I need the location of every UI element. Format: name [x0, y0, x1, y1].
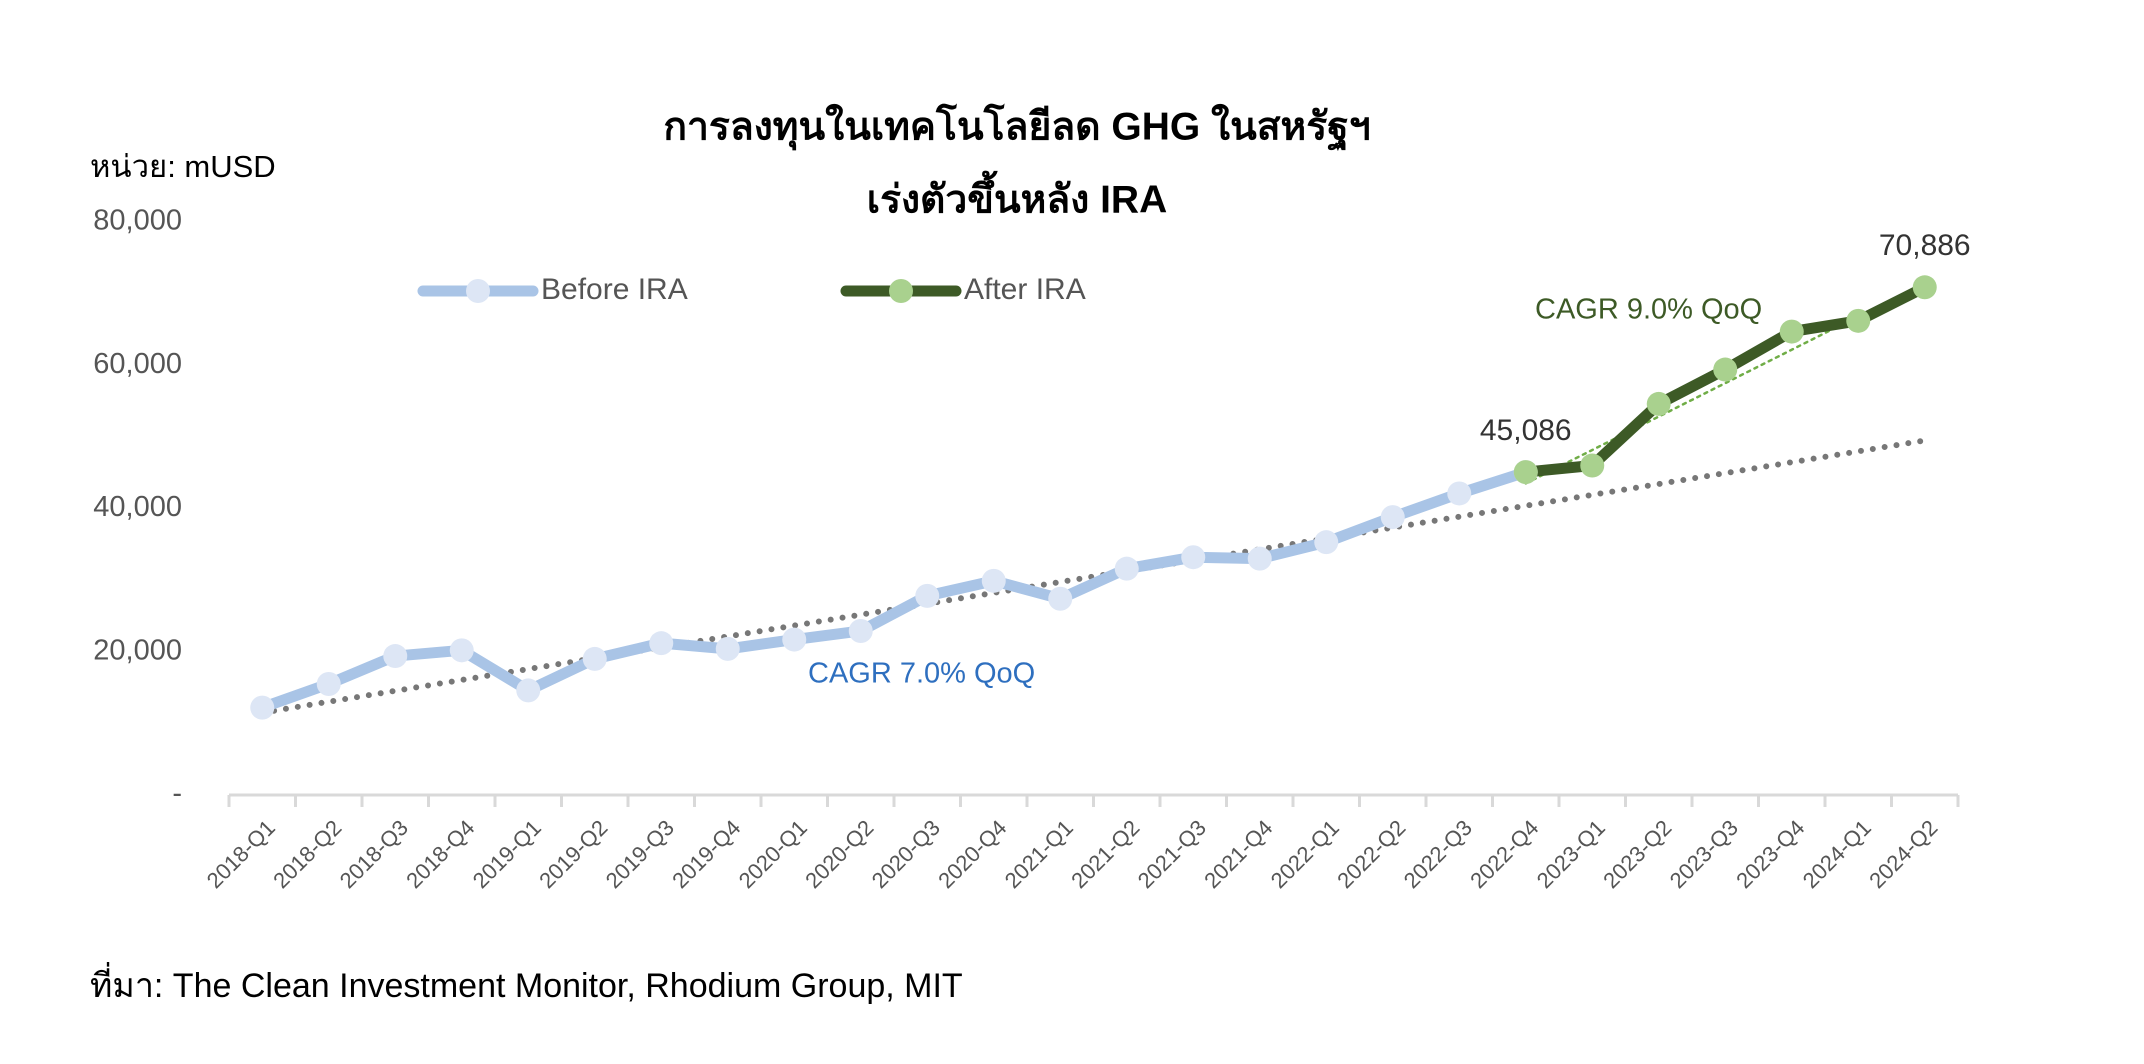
- x-tick-label: 2022-Q3: [1399, 815, 1477, 893]
- x-tick-label: 2021-Q3: [1133, 815, 1211, 893]
- x-tick-label: 2018-Q1: [202, 815, 280, 893]
- unit-label: หน่วย: mUSD: [90, 149, 276, 184]
- marker: [1646, 391, 1671, 416]
- x-tick-label: 2020-Q1: [734, 815, 812, 893]
- marker: [1314, 530, 1339, 555]
- marker: [981, 568, 1006, 593]
- legend-label: After IRA: [964, 273, 1086, 306]
- y-tick-label: 80,000: [93, 205, 182, 237]
- marker: [1048, 586, 1073, 611]
- annotation: CAGR 9.0% QoQ: [1535, 294, 1762, 326]
- x-tick-label: 2021-Q4: [1199, 815, 1277, 893]
- marker: [848, 618, 873, 643]
- y-tick-label: 20,000: [93, 634, 182, 666]
- marker: [1447, 481, 1472, 506]
- marker: [1580, 453, 1605, 478]
- x-tick-label: 2021-Q1: [1000, 815, 1078, 893]
- data-label: 70,886: [1879, 229, 1971, 262]
- x-tick-label: 2023-Q3: [1665, 815, 1743, 893]
- x-tick-label: 2019-Q3: [601, 815, 679, 893]
- y-tick-label: 40,000: [93, 491, 182, 523]
- x-tick-label: 2024-Q1: [1798, 815, 1876, 893]
- x-tick-label: 2019-Q2: [534, 815, 612, 893]
- x-tick-label: 2022-Q4: [1465, 815, 1543, 893]
- marker: [915, 583, 940, 608]
- y-tick-label: 60,000: [93, 348, 182, 380]
- chart-title: การลงทุนในเทคโนโลยีลด GHG ในสหรัฐฯ: [663, 103, 1370, 151]
- marker: [449, 638, 474, 663]
- chart-subtitle: เร่งตัวขึ้นหลัง IRA: [867, 170, 1168, 221]
- annotation: CAGR 7.0% QoQ: [808, 658, 1035, 690]
- legend-marker: [889, 279, 913, 303]
- marker: [1114, 556, 1139, 581]
- marker: [1181, 545, 1206, 570]
- marker: [582, 646, 607, 671]
- x-tick-label: 2018-Q2: [268, 815, 346, 893]
- marker: [715, 636, 740, 661]
- x-tick-label: 2019-Q4: [667, 815, 745, 893]
- x-tick-label: 2019-Q1: [468, 815, 546, 893]
- x-tick-label: 2018-Q4: [401, 815, 479, 893]
- marker: [1247, 546, 1272, 571]
- marker: [782, 627, 807, 652]
- x-tick-label: 2020-Q3: [867, 815, 945, 893]
- x-tick-label: 2023-Q4: [1731, 815, 1809, 893]
- marker: [1513, 460, 1538, 485]
- marker: [316, 671, 341, 696]
- marker: [250, 695, 275, 720]
- trendline: [259, 437, 1928, 716]
- x-tick-label: 2018-Q3: [335, 815, 413, 893]
- x-tick-label: 2020-Q2: [800, 815, 878, 893]
- marker: [383, 644, 408, 669]
- x-tick-label: 2024-Q2: [1864, 815, 1942, 893]
- y-tick-label: -: [172, 778, 182, 810]
- x-tick-label: 2021-Q2: [1066, 815, 1144, 893]
- marker: [1380, 505, 1405, 530]
- legend-label: Before IRA: [541, 273, 688, 306]
- marker: [1779, 319, 1804, 344]
- source: ที่มา: The Clean Investment Monitor, Rho…: [90, 962, 963, 1005]
- marker: [1713, 357, 1738, 382]
- data-label: 45,086: [1480, 414, 1572, 447]
- x-tick-label: 2020-Q4: [933, 815, 1011, 893]
- x-tick-label: 2023-Q1: [1532, 815, 1610, 893]
- marker: [1846, 308, 1871, 333]
- x-tick-label: 2023-Q2: [1598, 815, 1676, 893]
- x-tick-label: 2022-Q1: [1266, 815, 1344, 893]
- marker: [649, 631, 674, 656]
- marker: [516, 678, 541, 703]
- legend-marker: [466, 279, 490, 303]
- marker: [1912, 275, 1937, 300]
- x-tick-label: 2022-Q2: [1332, 815, 1410, 893]
